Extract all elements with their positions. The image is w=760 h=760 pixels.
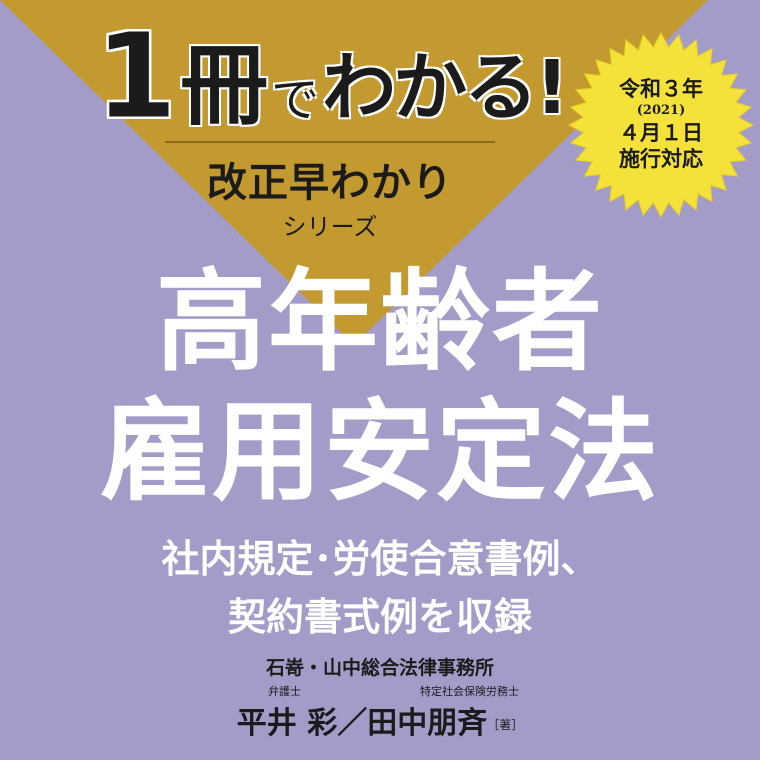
subtitle-line-2: 契約書式例を収録 — [227, 595, 532, 639]
badge-line-3: ４月１日 — [619, 120, 703, 145]
headline-one: 1 — [94, 7, 177, 145]
subtitle-line-1: 社内規定･労使合意書例、 — [161, 537, 599, 581]
headline-de: で — [271, 72, 319, 128]
series-word: シリーズ — [282, 213, 378, 241]
author-names-text: 平井 彩／田中朋斉 — [236, 706, 488, 741]
author-role-1: 弁護士 — [268, 685, 301, 698]
badge-line-1: 令和３年 — [619, 76, 703, 101]
badge-line-4: 施行対応 — [619, 146, 703, 171]
headline-satsu: 冊 — [180, 34, 268, 137]
badge-line-2: (2021) — [636, 103, 686, 118]
headline-wakaru: わかる! — [322, 45, 569, 131]
law-firm-name: 石嵜・山中総合法律事務所 — [265, 657, 494, 679]
author-names: 平井 彩／田中朋斉［著］ — [0, 698, 760, 742]
series-divider — [165, 141, 495, 143]
series-name: 改正早わかり — [207, 160, 453, 206]
book-title-line-2: 雇用安定法 — [100, 388, 660, 516]
book-title-line-1: 高年齢者 — [156, 258, 604, 386]
series-headline: 1 冊 で わかる! — [94, 7, 575, 145]
author-suffix: ［著］ — [487, 718, 524, 732]
effective-date-badge: 令和３年 (2021) ４月１日 施行対応 — [566, 76, 756, 172]
author-role-2: 特定社会保険労務士 — [420, 685, 519, 698]
starburst-badge — [567, 31, 755, 219]
